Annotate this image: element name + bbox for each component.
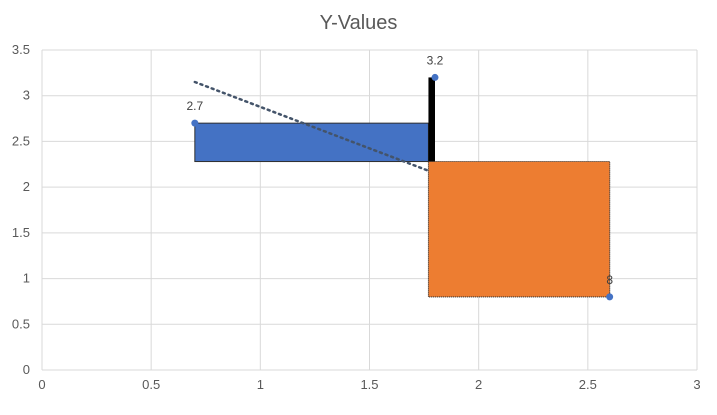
data-point xyxy=(191,119,199,127)
data-point xyxy=(606,293,614,301)
blue-bar xyxy=(194,122,429,163)
x-tick-label: 1.5 xyxy=(360,377,378,392)
x-tick-label: 1 xyxy=(257,377,264,392)
x-tick-label: 2.5 xyxy=(579,377,597,392)
orange-bar-overlay xyxy=(427,161,611,298)
data-label: 3.2 xyxy=(427,53,444,67)
y-tick-label: 3 xyxy=(23,88,30,103)
y-tick-label: 0 xyxy=(23,362,30,377)
trendline xyxy=(193,80,432,173)
y-tick-label: 2 xyxy=(23,179,30,194)
x-tick-label: 3 xyxy=(693,377,700,392)
y-tick-label: 3.5 xyxy=(12,42,30,57)
x-tick-label: 2 xyxy=(475,377,482,392)
chart-title: Y-Values xyxy=(319,12,398,34)
y-tick-label: 1.5 xyxy=(12,225,30,240)
x-tick-label: 0 xyxy=(38,377,45,392)
y-tick-label: 1 xyxy=(23,271,30,286)
black-bar xyxy=(428,77,435,162)
y-tick-label: 0.5 xyxy=(12,316,30,331)
data-label: 8 xyxy=(606,273,613,287)
y-tick-label: 2.5 xyxy=(12,133,30,148)
data-point xyxy=(431,73,439,81)
data-label: 2.7 xyxy=(186,99,203,113)
x-tick-label: 0.5 xyxy=(142,377,160,392)
